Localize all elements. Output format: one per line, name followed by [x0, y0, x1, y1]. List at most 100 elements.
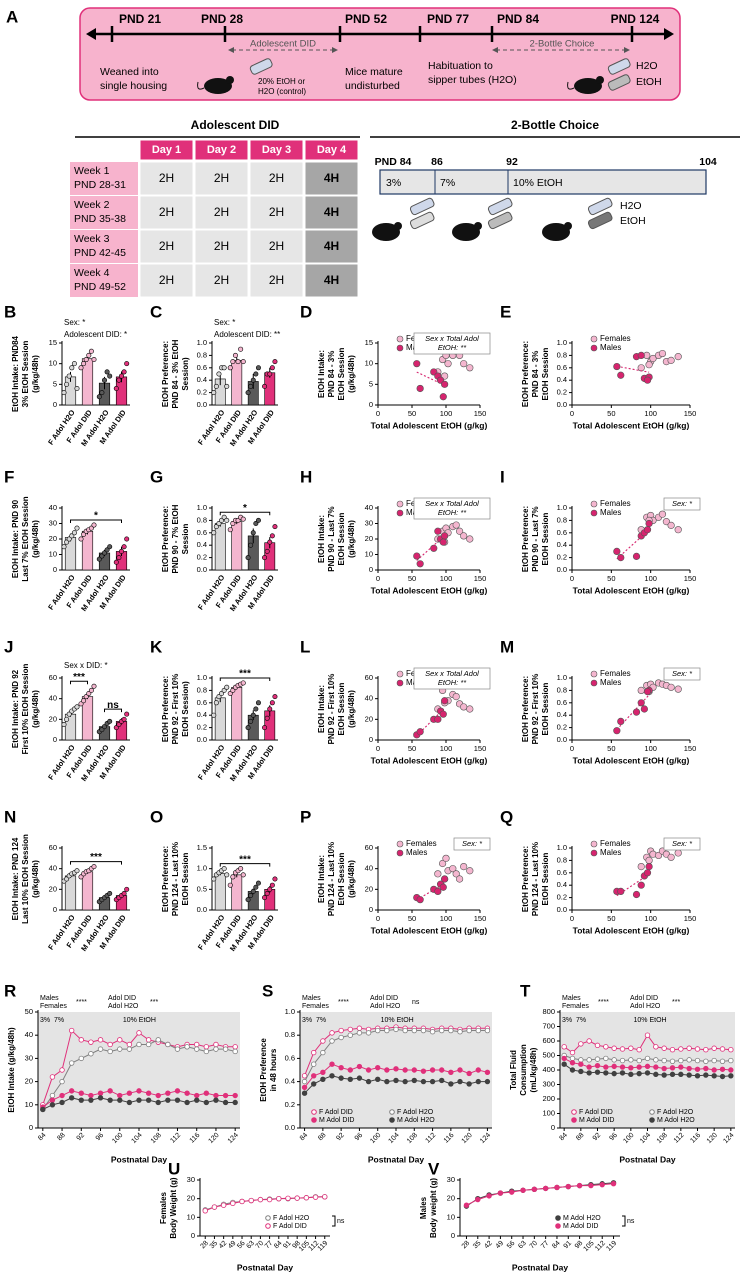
- data-point: [460, 862, 468, 871]
- y-tick-label: 0.4: [285, 1077, 295, 1086]
- data-point: [194, 1092, 200, 1099]
- data-point: [416, 384, 424, 393]
- x-tick-label: 84: [37, 1132, 48, 1143]
- data-point: [448, 1027, 454, 1034]
- y-tick-label: 500: [542, 1050, 555, 1059]
- x-tick-label: 100: [440, 574, 453, 583]
- y-axis-label: PND 124 - Last 10%: [327, 842, 336, 916]
- y-tick-label: 20: [25, 1077, 33, 1086]
- panel-letter: N: [4, 807, 16, 826]
- data-point: [637, 862, 645, 871]
- x-tick-label: 120: [207, 1132, 220, 1145]
- data-point: [227, 882, 233, 888]
- data-point: [272, 524, 278, 530]
- data-point: [393, 1066, 399, 1072]
- data-point: [347, 1032, 353, 1038]
- data-point: [86, 352, 92, 358]
- data-point: [221, 365, 227, 371]
- stat-annotation: ****: [598, 999, 609, 1006]
- data-point: [613, 362, 621, 371]
- significance-label: ***: [239, 669, 251, 680]
- data-point: [542, 1185, 549, 1192]
- data-point: [402, 1067, 408, 1073]
- data-point: [245, 390, 251, 396]
- data-point: [667, 683, 675, 691]
- row-label: Week 1: [74, 165, 110, 177]
- data-point: [269, 700, 275, 706]
- timeline-note: Mice mature: [345, 66, 403, 78]
- data-point: [272, 876, 278, 882]
- y-axis-label: EtOH Session: [337, 852, 346, 905]
- data-point: [439, 393, 447, 401]
- stat-annotation: Adol H2O: [630, 1003, 661, 1010]
- legend-label: EtOH: [620, 215, 646, 227]
- annotation-text: EtOH: **: [438, 343, 467, 352]
- y-tick-label: 700: [542, 1021, 555, 1030]
- y-tick-label: 0.2: [557, 893, 567, 902]
- data-point: [49, 1074, 56, 1080]
- y-tick-label: 1.0: [557, 503, 567, 512]
- x-tick-label: 150: [474, 744, 487, 753]
- data-point: [202, 1208, 208, 1214]
- data-point: [586, 1038, 592, 1044]
- data-point: [248, 1197, 254, 1204]
- x-tick-label: 42: [483, 1240, 494, 1251]
- data-point: [439, 883, 447, 891]
- data-point: [669, 1058, 676, 1064]
- data-point: [475, 1027, 481, 1034]
- y-tick-label: 0.8: [197, 515, 207, 524]
- legend-label: Males: [406, 848, 427, 857]
- y-axis-label: EtOH Session: [541, 682, 550, 735]
- panel-letter: P: [300, 807, 311, 826]
- data-point: [88, 348, 94, 354]
- data-point: [126, 1090, 133, 1096]
- data-point: [658, 510, 667, 518]
- data-point: [119, 373, 125, 379]
- y-axis-label: 3% EtOH Session: [21, 341, 30, 408]
- table-cell: [194, 161, 249, 196]
- data-point: [365, 1067, 372, 1073]
- x-tick-label: 77: [540, 1240, 551, 1251]
- timeline-label: PND 52: [345, 12, 387, 26]
- data-point: [311, 1081, 317, 1087]
- data-point: [238, 866, 244, 872]
- y-tick-label: 0.6: [197, 528, 207, 537]
- data-point: [232, 1044, 238, 1050]
- data-point: [466, 535, 474, 543]
- data-point: [224, 872, 230, 878]
- x-axis-label: Total Adolescent EtOH (g/kg): [371, 420, 488, 430]
- y-tick-label: 0.0: [557, 565, 567, 574]
- y-axis-label: EtOH Session: [337, 512, 346, 565]
- x-tick-label: 120: [706, 1132, 719, 1145]
- y-axis-label: EtOH Preference:: [161, 846, 170, 912]
- y-axis-label: EtOH Intake:: [317, 350, 326, 398]
- x-tick-label: 100: [440, 744, 453, 753]
- y-tick-label: 0.6: [285, 1053, 295, 1062]
- data-point: [107, 890, 113, 896]
- cell-value: 4H: [324, 239, 339, 253]
- data-point: [661, 1057, 667, 1064]
- two-bottle-bar: [379, 169, 707, 195]
- data-point: [578, 1068, 584, 1075]
- y-tick-label: 40: [365, 694, 373, 703]
- data-point: [411, 1067, 417, 1073]
- panel-letter: K: [150, 637, 163, 656]
- data-point: [728, 1057, 734, 1064]
- data-point: [91, 357, 97, 363]
- y-axis-label: EtOH Preference:: [161, 506, 170, 572]
- y-axis-label: PND 84 - 3% EtOH: [171, 339, 180, 408]
- data-point: [653, 1044, 659, 1050]
- x-tick-label: 84: [551, 1240, 562, 1251]
- row-label: Week 2: [74, 199, 110, 211]
- x-tick-label: 124: [722, 1132, 735, 1145]
- data-point: [145, 1090, 152, 1096]
- significance-bracket: [70, 861, 122, 865]
- y-tick-label: 100: [542, 1108, 555, 1117]
- y-tick-label: 0: [451, 1231, 455, 1240]
- phase-label: 3%: [562, 1017, 572, 1024]
- y-tick-label: 300: [542, 1079, 555, 1088]
- data-point: [99, 390, 105, 396]
- data-point: [475, 1196, 481, 1203]
- segment-label: 3%: [386, 177, 401, 189]
- stat-annotation: Females: [562, 1003, 589, 1010]
